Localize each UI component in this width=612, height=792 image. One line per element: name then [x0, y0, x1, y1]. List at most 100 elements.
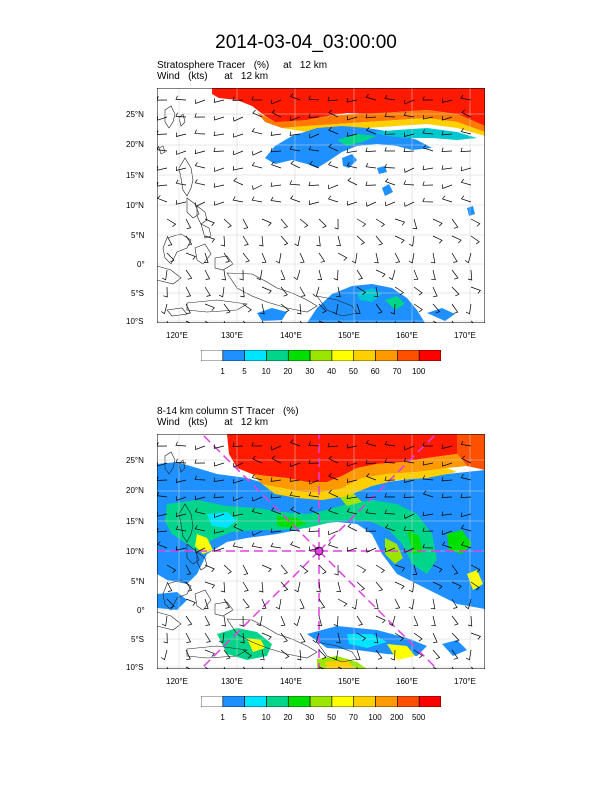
- wind-barb: [251, 96, 263, 101]
- colorbar-swatch: [201, 696, 224, 707]
- wind-barb: [332, 303, 339, 315]
- wind-barb: [157, 541, 168, 549]
- wind-barb: [251, 162, 263, 169]
- wind-barb: [175, 478, 187, 483]
- wind-barb: [233, 462, 244, 468]
- wind-barb: [290, 506, 301, 515]
- wind-barb: [328, 472, 339, 481]
- wind-barb: [157, 130, 168, 135]
- colorbar-label: 10: [261, 713, 271, 722]
- wind-barb: [308, 181, 320, 186]
- wind-barb: [384, 112, 396, 118]
- panel2-lon-tick: 160°E: [396, 677, 418, 686]
- wind-barb: [404, 99, 415, 105]
- wind-barb: [431, 615, 436, 627]
- wind-barb: [204, 235, 216, 243]
- wind-barb: [334, 564, 339, 576]
- wind-barb: [223, 649, 231, 660]
- wind-barb: [259, 581, 264, 593]
- wind-barb: [356, 649, 361, 660]
- wind-barb: [194, 459, 206, 464]
- wind-barb: [261, 564, 272, 573]
- wind-barb: [394, 252, 401, 263]
- wind-barb: [365, 508, 377, 515]
- panel1-lon-tick: 120°E: [166, 331, 188, 340]
- wind-barbs: [157, 439, 481, 669]
- wind-barb: [332, 649, 339, 661]
- wind-barb: [388, 269, 396, 281]
- wind-barb: [185, 320, 191, 323]
- wind-barb: [441, 541, 453, 549]
- wind-barb: [280, 235, 289, 246]
- panel2-lat-tick: 0°: [137, 606, 145, 615]
- coastlines: [157, 105, 358, 317]
- wind-barb: [204, 649, 215, 657]
- wind-barb: [328, 184, 339, 190]
- wind-barb: [312, 286, 320, 298]
- wind-barb: [308, 95, 320, 101]
- wind-barb: [308, 441, 320, 447]
- stratosphere-tracer-blue-region: [265, 126, 432, 168]
- wind-barb: [346, 508, 358, 515]
- wind-barb: [166, 598, 175, 609]
- wind-barb: [328, 109, 339, 118]
- wind-barb: [242, 235, 249, 246]
- wind-barb: [375, 303, 383, 314]
- wind-barb: [161, 269, 168, 281]
- wind-barb: [195, 201, 206, 207]
- wind-barb: [280, 581, 289, 592]
- panel1-label-line1: Stratosphere Tracer (%) at 12 km: [157, 60, 328, 71]
- wind-barb: [422, 144, 434, 152]
- wind-barb: [451, 632, 460, 643]
- wind-barb: [347, 177, 358, 186]
- wind-barb: [318, 218, 327, 229]
- wind-barb: [464, 598, 472, 610]
- wind-barb: [403, 111, 415, 118]
- colorbar-label: 40: [327, 367, 336, 376]
- wind-barb: [346, 132, 358, 137]
- wind-barb: [318, 320, 326, 323]
- colorbar-label: 100: [368, 713, 382, 722]
- wind-barb: [289, 131, 301, 136]
- wind-barb: [290, 462, 301, 467]
- wind-barb: [394, 581, 405, 590]
- wind-barb: [185, 649, 191, 660]
- wind-barb: [280, 615, 286, 626]
- wind-barb: [261, 286, 272, 295]
- wind-barb: [413, 649, 423, 659]
- wind-barb: [308, 546, 320, 551]
- panel2-label-line1: 8-14 km column ST Tracer (%): [157, 406, 299, 417]
- wind-barb: [394, 235, 405, 244]
- panel1-lat-tick: 10°N: [126, 201, 144, 210]
- wind-barb: [441, 165, 453, 170]
- colorbar-swatch: [309, 696, 333, 707]
- wind-barb: [451, 649, 459, 660]
- wind-barb: [218, 286, 225, 298]
- wind-barb: [299, 252, 305, 263]
- wind-barb: [384, 163, 396, 169]
- wind-barb: [175, 200, 187, 205]
- wind-barb: [385, 178, 396, 186]
- wind-barb: [166, 581, 173, 592]
- panel1-lat-tick: 5°N: [131, 231, 145, 240]
- trajectory-ray: [199, 550, 320, 669]
- wind-barb: [365, 459, 377, 465]
- colorbar-label: 1: [220, 367, 225, 376]
- wind-barb: [280, 286, 288, 297]
- wind-barb: [260, 649, 265, 661]
- wind-barb: [214, 201, 225, 206]
- wind-barb: [194, 495, 206, 501]
- wind-barb: [336, 581, 341, 593]
- wind-barb: [213, 529, 225, 534]
- colorbar-swatch: [397, 350, 420, 361]
- wind-barb: [185, 598, 196, 606]
- colorbar-swatch: [418, 350, 441, 361]
- wind-barb: [422, 511, 434, 517]
- wind-barb: [384, 476, 396, 481]
- wind-barb: [252, 184, 263, 191]
- wind-barb: [451, 564, 459, 575]
- wind-barb: [403, 180, 415, 186]
- wind-barb: [213, 183, 225, 188]
- wind-barb: [375, 615, 386, 624]
- wind-barb: [347, 523, 358, 532]
